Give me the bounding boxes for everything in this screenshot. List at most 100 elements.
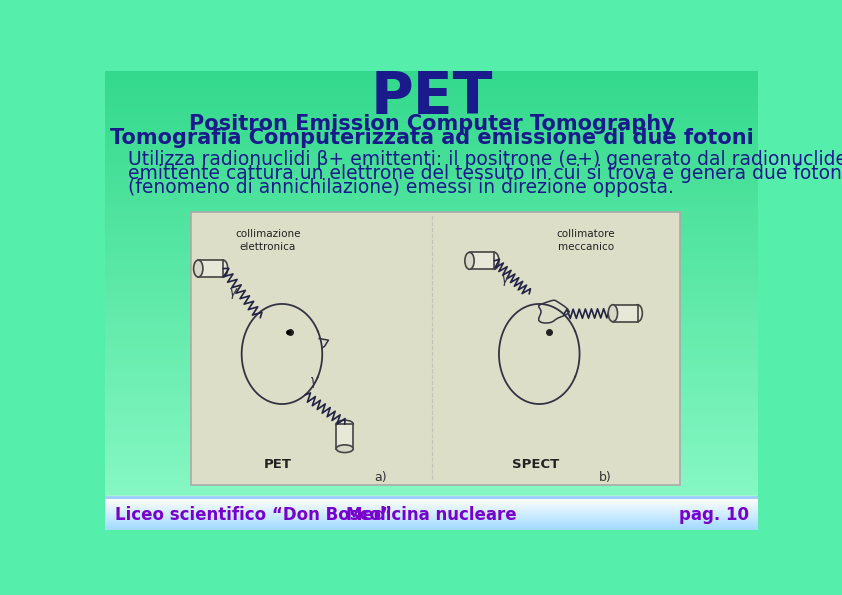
Ellipse shape <box>194 260 203 277</box>
Bar <box>105 471 758 476</box>
Bar <box>105 506 758 508</box>
Bar <box>105 365 758 369</box>
Bar <box>105 519 758 520</box>
Bar <box>105 516 758 517</box>
Bar <box>105 201 758 205</box>
Bar <box>105 528 758 530</box>
Bar <box>105 521 758 522</box>
Bar <box>105 518 758 519</box>
Bar <box>105 151 758 155</box>
Bar <box>105 504 758 505</box>
Bar <box>105 166 758 171</box>
Bar <box>105 524 758 525</box>
Bar <box>105 528 758 529</box>
Bar <box>105 498 758 499</box>
Bar <box>190 212 680 485</box>
Bar <box>105 525 758 526</box>
Bar <box>105 519 758 521</box>
Bar <box>105 177 758 182</box>
Bar <box>105 227 758 231</box>
Bar <box>105 508 758 509</box>
Bar <box>105 519 758 521</box>
Bar <box>105 437 758 441</box>
Bar <box>105 368 758 373</box>
Bar <box>105 387 758 392</box>
Bar <box>105 512 758 513</box>
Bar <box>105 511 758 512</box>
Bar <box>105 509 758 510</box>
Bar <box>105 384 758 389</box>
Bar <box>105 342 758 346</box>
Bar <box>105 505 758 506</box>
Bar <box>105 212 758 217</box>
Bar <box>105 262 758 266</box>
Ellipse shape <box>465 252 474 270</box>
Bar <box>105 497 758 498</box>
Text: emittente cattura un elettrone del tessuto in cui si trova e genera due fotoni: emittente cattura un elettrone del tessu… <box>129 164 842 183</box>
Bar <box>105 460 758 465</box>
Bar <box>105 185 758 190</box>
Text: Liceo scientifico “Don Bosco”: Liceo scientifico “Don Bosco” <box>115 506 392 524</box>
Bar <box>105 170 758 174</box>
Bar <box>105 510 758 514</box>
Bar <box>105 508 758 509</box>
Bar <box>105 250 758 255</box>
Bar <box>105 514 758 515</box>
Bar <box>105 155 758 159</box>
Bar <box>105 449 758 453</box>
Bar <box>105 525 758 527</box>
Bar <box>105 507 758 508</box>
Bar <box>105 220 758 224</box>
Bar <box>105 231 758 236</box>
Bar <box>105 281 758 285</box>
Bar <box>105 522 758 524</box>
Bar <box>105 292 758 297</box>
Bar <box>105 254 758 258</box>
Bar <box>105 98 758 102</box>
Text: (fenomeno di annichilazione) emessi in direzione opposta.: (fenomeno di annichilazione) emessi in d… <box>129 178 674 197</box>
Bar <box>105 513 758 515</box>
Bar <box>105 147 758 152</box>
Bar <box>105 277 758 281</box>
Text: γ: γ <box>311 374 318 388</box>
Bar <box>105 117 758 121</box>
Bar <box>105 507 758 508</box>
Bar <box>105 411 758 415</box>
Bar <box>105 503 758 505</box>
Bar <box>105 445 758 449</box>
Bar <box>105 334 758 339</box>
Bar <box>105 515 758 516</box>
Bar <box>105 109 758 114</box>
Bar <box>336 424 354 449</box>
Bar <box>105 499 758 500</box>
Bar <box>105 509 758 510</box>
Bar <box>105 527 758 528</box>
Bar <box>105 193 758 198</box>
Bar <box>105 497 758 499</box>
Bar <box>105 521 758 522</box>
Bar <box>105 513 758 515</box>
Bar <box>105 93 758 98</box>
Bar <box>105 506 758 511</box>
Bar <box>105 223 758 228</box>
Bar <box>105 216 758 220</box>
Bar <box>105 242 758 247</box>
Ellipse shape <box>608 305 617 322</box>
Bar <box>105 526 758 527</box>
Bar <box>105 512 758 513</box>
Bar <box>105 418 758 422</box>
Bar <box>105 518 758 519</box>
Bar <box>105 131 758 136</box>
Text: PET: PET <box>370 69 493 126</box>
Bar <box>105 479 758 484</box>
Text: γ: γ <box>229 286 237 299</box>
Bar <box>105 499 758 500</box>
Text: Medicina nucleare: Medicina nucleare <box>346 506 517 524</box>
Bar <box>105 158 758 163</box>
Bar <box>105 527 758 528</box>
Bar <box>105 82 758 87</box>
Bar <box>105 502 758 503</box>
Bar <box>105 525 758 527</box>
Bar <box>105 506 758 507</box>
Bar <box>105 511 758 512</box>
